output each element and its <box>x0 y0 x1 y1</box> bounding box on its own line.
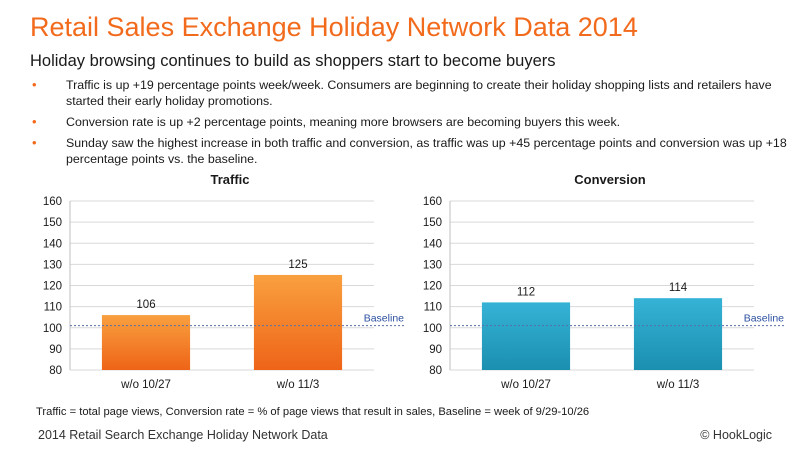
bullet-list: • Traffic is up +19 percentage points we… <box>30 77 790 172</box>
footer-source: 2014 Retail Search Exchange Holiday Netw… <box>38 428 328 442</box>
y-tick-label: 80 <box>49 365 62 377</box>
chart-title: Conversion <box>574 172 646 187</box>
footer-copyright: © HookLogic <box>700 428 772 442</box>
x-tick-label: w/o 10/27 <box>500 379 551 391</box>
bullet-text: Sunday saw the highest increase in both … <box>66 136 787 166</box>
page-title: Retail Sales Exchange Holiday Network Da… <box>30 12 638 42</box>
y-tick-label: 140 <box>423 238 442 250</box>
y-tick-label: 160 <box>423 196 442 208</box>
bullet-item: • Traffic is up +19 percentage points we… <box>30 77 790 109</box>
conversion-chart: Conversion 80 90 100 110 120 130 140 150 160 112 w/… <box>423 172 786 391</box>
y-tick-label: 80 <box>429 365 442 377</box>
bullet-icon: • <box>32 135 37 150</box>
bullet-text: Conversion rate is up +2 percentage poin… <box>66 115 621 129</box>
y-tick-label: 100 <box>423 323 442 335</box>
y-tick-label: 130 <box>423 259 442 271</box>
bullet-item: • Sunday saw the highest increase in bot… <box>30 135 790 167</box>
bar <box>101 315 191 370</box>
chart-footnote: Traffic = total page views, Conversion r… <box>36 406 590 418</box>
bullet-icon: • <box>32 77 37 92</box>
y-tick-label: 120 <box>43 281 62 293</box>
y-tick-label: 130 <box>43 259 62 271</box>
y-tick-label: 90 <box>429 344 442 356</box>
bar-value-label: 125 <box>288 259 307 271</box>
chart-title: Traffic <box>210 172 249 187</box>
y-tick-label: 90 <box>49 344 62 356</box>
bar <box>481 302 571 370</box>
bullet-text: Traffic is up +19 percentage points week… <box>66 78 772 108</box>
y-tick-label: 100 <box>43 323 62 335</box>
y-tick-label: 110 <box>424 302 442 314</box>
bar-value-label: 112 <box>517 286 535 298</box>
y-tick-label: 150 <box>423 217 442 229</box>
y-tick-label: 110 <box>44 302 62 314</box>
x-tick-label: w/o 11/3 <box>656 379 700 391</box>
bullet-icon: • <box>32 114 37 129</box>
y-tick-label: 160 <box>43 196 62 208</box>
bar-value-label: 114 <box>669 282 688 294</box>
y-tick-label: 120 <box>423 281 442 293</box>
y-tick-label: 150 <box>43 217 62 229</box>
page-subtitle: Holiday browsing continues to build as s… <box>30 52 556 70</box>
x-tick-label: w/o 11/3 <box>276 379 320 391</box>
traffic-chart: Traffic 80 90 100 110 120 130 140 150 160 106 w/o 1… <box>43 172 406 391</box>
bar <box>633 298 723 370</box>
baseline-label: Baseline <box>364 313 404 325</box>
y-tick-label: 140 <box>43 238 62 250</box>
x-tick-label: w/o 10/27 <box>120 379 171 391</box>
baseline-label: Baseline <box>744 313 784 325</box>
bullet-item: • Conversion rate is up +2 percentage po… <box>30 114 790 130</box>
bar-value-label: 106 <box>136 299 155 311</box>
bar <box>253 274 343 370</box>
